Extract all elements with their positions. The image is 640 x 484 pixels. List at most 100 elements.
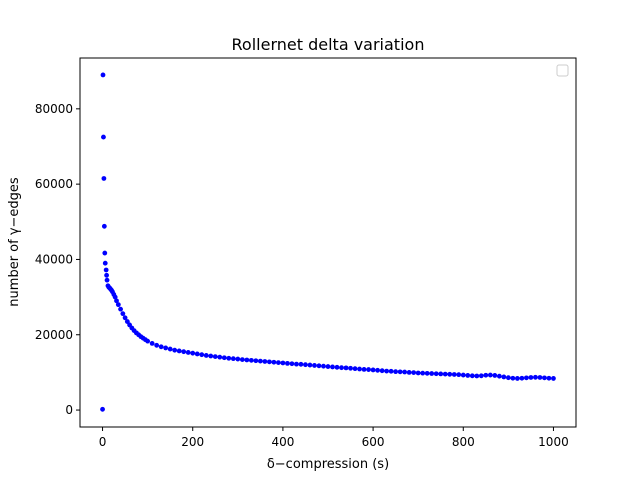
data-point bbox=[519, 375, 525, 381]
x-tick-label: 800 bbox=[452, 435, 475, 449]
data-point bbox=[379, 368, 385, 374]
data-point bbox=[433, 371, 439, 377]
data-point bbox=[176, 348, 182, 354]
data-point bbox=[104, 277, 110, 283]
data-point bbox=[496, 373, 502, 379]
data-point bbox=[429, 371, 435, 376]
data-point bbox=[406, 370, 412, 375]
data-point bbox=[321, 363, 326, 369]
data-point bbox=[524, 375, 529, 381]
data-point bbox=[411, 370, 417, 375]
x-tick-label: 200 bbox=[181, 435, 204, 449]
data-point bbox=[330, 364, 335, 370]
x-tick-label: 0 bbox=[99, 435, 107, 449]
data-point bbox=[120, 311, 126, 317]
data-point bbox=[325, 364, 331, 369]
data-point bbox=[357, 366, 362, 372]
data-point bbox=[442, 371, 448, 377]
data-point bbox=[239, 357, 245, 362]
data-point bbox=[271, 359, 277, 365]
data-point bbox=[312, 363, 317, 368]
data-point bbox=[149, 341, 155, 346]
x-axis-ticks: 0 200 400 600 800 1000 bbox=[99, 427, 569, 449]
data-point bbox=[352, 366, 358, 372]
data-point bbox=[230, 356, 236, 362]
data-point bbox=[112, 294, 118, 300]
data-point bbox=[266, 359, 272, 365]
data-point bbox=[397, 369, 403, 375]
data-point bbox=[460, 372, 466, 378]
data-point bbox=[483, 372, 489, 378]
data-point bbox=[303, 362, 308, 368]
data-point bbox=[101, 223, 107, 229]
data-point bbox=[456, 372, 462, 378]
data-points bbox=[100, 72, 556, 412]
data-point bbox=[226, 355, 232, 361]
data-point bbox=[366, 367, 371, 372]
data-point bbox=[154, 342, 160, 348]
x-axis-label: δ−compression (s) bbox=[267, 457, 389, 472]
y-tick-label: 80000 bbox=[35, 102, 73, 116]
data-point bbox=[248, 357, 254, 363]
data-point bbox=[289, 361, 295, 367]
data-point bbox=[145, 338, 151, 344]
data-point bbox=[221, 355, 227, 361]
data-point bbox=[451, 372, 457, 377]
data-point bbox=[208, 353, 214, 359]
plot-frame bbox=[79, 57, 577, 428]
data-point bbox=[100, 406, 105, 412]
data-point bbox=[343, 365, 349, 371]
data-point bbox=[114, 298, 119, 304]
data-point bbox=[474, 373, 480, 379]
data-point bbox=[542, 375, 547, 381]
data-point bbox=[370, 367, 376, 373]
data-point bbox=[262, 359, 268, 364]
y-axis-ticks: 0 20000 40000 60000 80000 bbox=[35, 102, 80, 417]
data-point bbox=[334, 364, 340, 370]
x-tick-label: 1000 bbox=[538, 435, 569, 449]
data-point bbox=[102, 260, 108, 266]
data-point bbox=[424, 370, 430, 376]
data-point bbox=[420, 370, 426, 376]
data-point bbox=[465, 373, 471, 378]
data-point bbox=[235, 356, 241, 362]
data-point bbox=[203, 353, 209, 358]
data-point bbox=[514, 376, 520, 381]
data-point bbox=[510, 375, 516, 381]
data-point bbox=[194, 351, 200, 357]
data-point bbox=[280, 360, 286, 366]
data-point bbox=[505, 375, 511, 381]
data-point bbox=[447, 371, 453, 377]
data-point bbox=[339, 365, 344, 371]
data-point bbox=[217, 354, 223, 360]
data-point bbox=[185, 350, 191, 355]
x-tick-label: 600 bbox=[362, 435, 385, 449]
data-point bbox=[533, 374, 538, 380]
data-point bbox=[101, 176, 107, 181]
data-point bbox=[415, 370, 421, 376]
data-point bbox=[118, 306, 123, 312]
data-point bbox=[402, 369, 408, 375]
data-point bbox=[388, 368, 394, 374]
data-point bbox=[253, 358, 259, 364]
data-point bbox=[501, 374, 507, 380]
data-point bbox=[172, 347, 178, 353]
data-point bbox=[375, 367, 380, 373]
data-point bbox=[307, 362, 313, 368]
data-point bbox=[316, 363, 322, 369]
data-point bbox=[294, 361, 299, 367]
data-point bbox=[124, 319, 130, 324]
x-tick-label: 400 bbox=[271, 435, 294, 449]
data-point bbox=[361, 366, 367, 372]
data-point bbox=[492, 373, 498, 378]
data-point bbox=[103, 267, 109, 273]
y-tick-label: 40000 bbox=[35, 252, 73, 266]
data-point bbox=[393, 369, 399, 375]
data-point bbox=[384, 368, 390, 374]
data-point bbox=[158, 344, 164, 350]
y-tick-label: 60000 bbox=[35, 177, 73, 191]
data-point bbox=[348, 365, 353, 371]
